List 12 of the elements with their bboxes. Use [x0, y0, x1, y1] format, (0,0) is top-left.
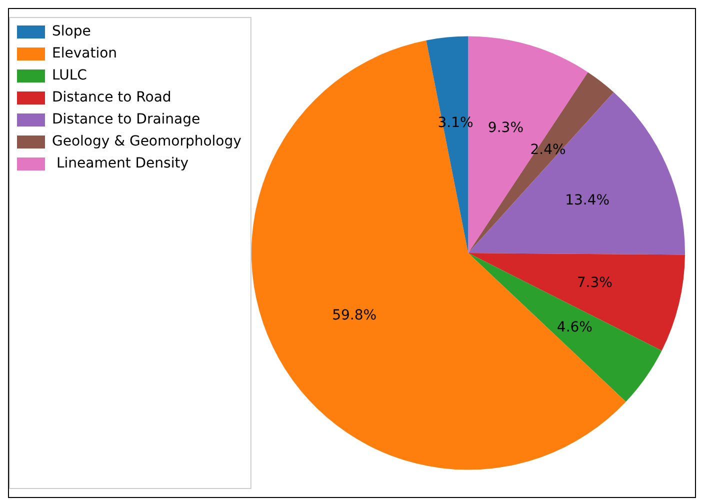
- data-label: 13.4%: [565, 192, 610, 208]
- legend-label: Lineament Density: [52, 156, 188, 172]
- legend-label: LULC: [52, 68, 88, 84]
- data-label: 9.3%: [488, 120, 524, 136]
- legend-label: Elevation: [52, 46, 118, 62]
- legend-label: Slope: [52, 24, 91, 40]
- legend-label: Distance to Drainage: [52, 112, 200, 128]
- legend-label: Geology & Geomorphology: [52, 134, 242, 150]
- data-label: 4.6%: [556, 319, 592, 336]
- legend-label: Distance to Road: [52, 90, 172, 106]
- data-label: 59.8%: [332, 308, 377, 324]
- data-label: 7.3%: [576, 275, 612, 292]
